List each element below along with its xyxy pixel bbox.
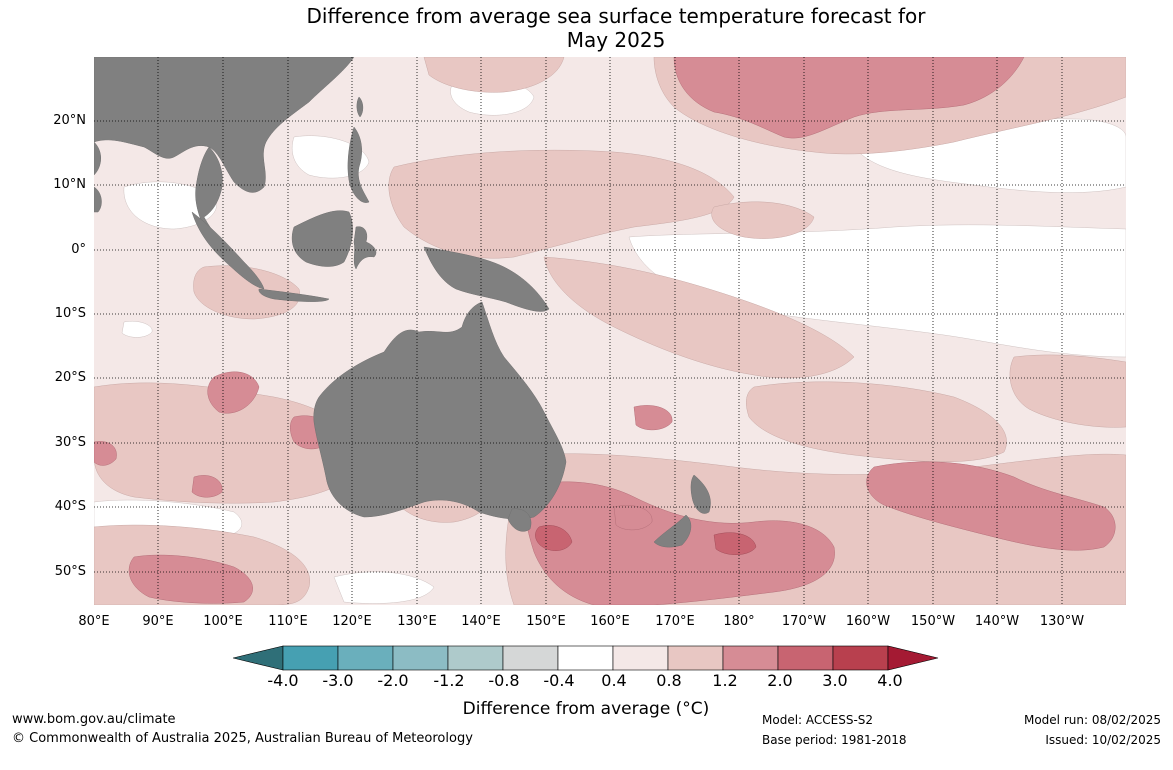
colorbar-bin [557, 645, 614, 671]
colorbar-bin [777, 645, 834, 671]
land-masses [94, 57, 711, 548]
lat-label-10n: 10°N [53, 177, 86, 192]
lon-label-170e: 170°E [655, 614, 695, 629]
colorbar-tick: -1.2 [433, 671, 465, 690]
lon-label-150e: 150°E [526, 614, 566, 629]
chart-title: Difference from average sea surface temp… [0, 4, 1173, 52]
anomaly-2-0-3-0 [535, 525, 757, 555]
colorbar-bin [447, 645, 504, 671]
colorbar-min-arrow [233, 645, 284, 671]
colorbar-tick: 4.0 [877, 671, 903, 690]
map-svg [94, 57, 1126, 605]
colorbar-tick: -3.0 [322, 671, 354, 690]
graticule [94, 57, 1126, 605]
lat-label-20n: 20°N [53, 113, 86, 128]
lon-label-170w: 170°W [781, 614, 827, 629]
colorbar-tick: -0.4 [543, 671, 575, 690]
sst-anomaly-map [94, 57, 1126, 605]
issued-text: Issued: 10/02/2025 [1045, 733, 1161, 747]
title-line-2: May 2025 [566, 28, 666, 52]
lat-label-20s: 20°S [54, 370, 86, 385]
colorbar-tick: 3.0 [822, 671, 848, 690]
lon-label-150w: 150°W [910, 614, 956, 629]
lon-label-130w: 130°W [1039, 614, 1085, 629]
lat-label-10s: 10°S [54, 306, 86, 321]
lon-label-140w: 140°W [974, 614, 1020, 629]
website-text: www.bom.gov.au/climate [12, 712, 176, 727]
lon-label-140e: 140°E [461, 614, 501, 629]
model-text: Model: ACCESS-S2 [762, 713, 874, 727]
colorbar-label: Difference from average (°C) [462, 699, 710, 719]
lat-label-30s: 30°S [54, 435, 86, 450]
model-run-text: Model run: 08/02/2025 [1023, 713, 1161, 727]
lon-label-160e: 160°E [590, 614, 630, 629]
copyright-text: © Commonwealth of Australia 2025, Austra… [12, 731, 473, 746]
colorbar-tick: 0.4 [601, 671, 627, 690]
base-period-text: Base period: 1981-2018 [762, 733, 907, 747]
lon-label-100e: 100°E [203, 614, 243, 629]
colorbar-bin [282, 645, 339, 671]
lat-label-50s: 50°S [54, 564, 86, 579]
lat-label-40s: 40°S [54, 499, 86, 514]
colorbar [233, 645, 939, 671]
colorbar-bins [282, 645, 889, 671]
lon-label-160w: 160°W [845, 614, 891, 629]
colorbar-bin [392, 645, 449, 671]
lon-label-90e: 90°E [142, 614, 174, 629]
colorbar-tick: -2.0 [377, 671, 409, 690]
lon-label-180: 180° [723, 614, 755, 629]
colorbar-max-arrow [887, 645, 939, 671]
colorbar-bin [667, 645, 724, 671]
colorbar-tick: 1.2 [712, 671, 738, 690]
lon-label-80e: 80°E [78, 614, 110, 629]
colorbar-tick: 0.8 [656, 671, 682, 690]
lon-label-110e: 110°E [268, 614, 308, 629]
lon-label-130e: 130°E [397, 614, 437, 629]
colorbar-tick: -0.8 [488, 671, 520, 690]
colorbar-tick: 2.0 [767, 671, 793, 690]
colorbar-bin [612, 645, 669, 671]
colorbar-bin [337, 645, 394, 671]
lon-label-120e: 120°E [332, 614, 372, 629]
colorbar-bin [502, 645, 559, 671]
title-line-1: Difference from average sea surface temp… [306, 4, 926, 28]
colorbar-bin [832, 645, 889, 671]
colorbar-tick: -4.0 [267, 671, 299, 690]
lat-label-0: 0° [71, 242, 86, 257]
colorbar-bin [722, 645, 779, 671]
